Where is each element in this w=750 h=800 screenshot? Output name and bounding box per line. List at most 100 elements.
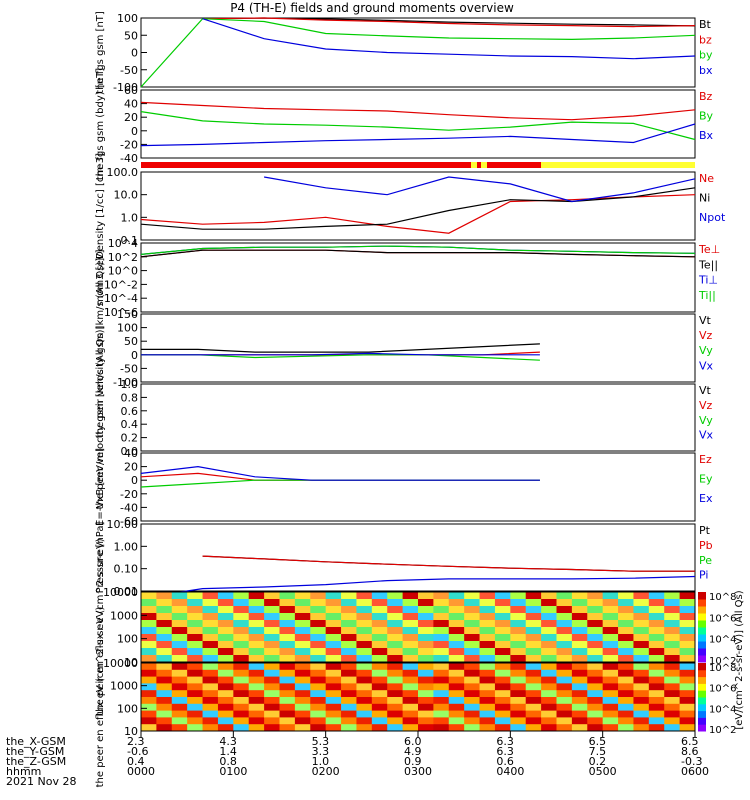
y-tick-label: 10.0: [114, 189, 139, 202]
spectrogram-cell: [464, 669, 481, 678]
spectrogram-cell: [664, 690, 681, 698]
spectrogram-cell: [494, 710, 511, 718]
spectrogram-cell: [156, 655, 173, 663]
x-tick-label: 6.3: [496, 735, 514, 748]
legend-entry: bz: [699, 33, 712, 46]
spectrogram-cell: [679, 641, 696, 649]
spectrogram-cell: [325, 592, 342, 600]
legend-entry: Pi: [699, 569, 708, 582]
spectrogram-cell: [571, 683, 588, 691]
spectrogram-cell: [264, 676, 280, 684]
spectrogram-cell: [602, 641, 619, 649]
spectrogram-cell: [341, 663, 357, 671]
spectrogram-cell: [387, 683, 404, 691]
x-tick-label: 1.4: [219, 745, 237, 758]
spectrogram-cell: [325, 648, 342, 656]
spectrogram-cell: [233, 663, 250, 671]
spectrogram-cell: [525, 683, 542, 691]
x-tick-label: 6.0: [404, 735, 422, 748]
spectrogram-cell: [448, 663, 465, 671]
spectrogram-cell: [587, 655, 604, 663]
spectrogram-cell: [156, 613, 173, 621]
spectrogram-cell: [294, 669, 311, 678]
spectrogram-cell: [279, 724, 296, 732]
spectrogram-cell: [233, 703, 250, 712]
spectrogram-cell: [264, 606, 280, 614]
spectrogram-cell: [402, 599, 419, 607]
spectrogram-cell: [217, 697, 234, 705]
spectrogram-cell: [602, 717, 619, 725]
spectrogram-cell: [217, 620, 234, 628]
spectrogram-cell: [433, 710, 450, 718]
spectrogram-cell: [648, 592, 665, 600]
y-tick-label: 0: [131, 125, 138, 138]
spectrogram-cell: [279, 641, 296, 649]
spectrogram-cell: [479, 620, 496, 628]
panel-frame-8: [140, 523, 696, 592]
colorbar-tick-label: 10^8: [709, 592, 736, 603]
series-line: [202, 555, 695, 572]
spectrogram-cell: [556, 620, 573, 628]
spectrogram-cell: [494, 606, 511, 614]
spectrogram-cell: [356, 676, 373, 684]
spectrogram-cell: [402, 620, 419, 628]
spectrogram-cell: [633, 676, 650, 684]
spectrogram-cell: [356, 627, 373, 635]
spectrogram-cell: [448, 627, 465, 635]
spectrogram-cell: [587, 697, 604, 705]
colorbar-9: 10^8 10^6 10^4 10^2: [698, 592, 736, 667]
spectrogram-cell: [202, 697, 219, 705]
spectrogram-cell: [141, 655, 157, 663]
y-tick-label: 50: [124, 29, 138, 42]
spectrogram-cell: [371, 676, 388, 684]
series-line: [140, 111, 696, 141]
spectrogram-cell: [171, 655, 188, 663]
panel-frame-2: [140, 89, 696, 159]
spectrogram-cell: [141, 648, 157, 656]
spectrogram-cell: [356, 592, 373, 600]
spectrogram-cell: [356, 669, 373, 678]
spectrogram-cell: [418, 676, 434, 684]
spectrogram-cell: [294, 634, 311, 642]
spectrogram-cell: [356, 620, 373, 628]
y-tick-label: -100: [113, 376, 138, 389]
spectrogram-cell: [171, 634, 188, 642]
spectrogram-cell: [310, 690, 327, 698]
panel-frame-3: [140, 171, 696, 241]
spectrogram-cell: [525, 703, 542, 712]
spectrogram-cell: [264, 717, 280, 725]
spectrogram-cell: [171, 663, 188, 671]
spectrogram-cell: [202, 669, 219, 678]
spectrogram-cell: [418, 724, 434, 732]
spectrogram-cell: [479, 599, 496, 607]
spectrogram-10: [141, 663, 696, 732]
y-tick-label: 100: [117, 322, 138, 335]
spectrogram-cell: [664, 599, 681, 607]
spectrogram-cell: [402, 724, 419, 732]
spectrogram-cell: [264, 690, 280, 698]
y-tick-label: -50: [120, 64, 138, 77]
spectrogram-cell: [664, 627, 681, 635]
spectrogram-cell: [664, 697, 681, 705]
spectrogram-cell: [464, 697, 481, 705]
spectrogram-cell: [325, 599, 342, 607]
spectrogram-cell: [479, 627, 496, 635]
y-tick-label: 100.0: [107, 166, 139, 179]
spectrogram-cell: [664, 717, 681, 725]
spectrogram-cell: [217, 663, 234, 671]
spectrogram-cell: [402, 690, 419, 698]
x-tick-label: 5.3: [312, 735, 330, 748]
spectrogram-cell: [479, 606, 496, 614]
spectrogram-cell: [310, 669, 327, 678]
spectrogram-cell: [464, 655, 481, 663]
spectrogram-cell: [602, 724, 619, 732]
spectrogram-cell: [679, 663, 696, 671]
spectrogram-cell: [602, 627, 619, 635]
spectrogram-cell: [217, 676, 234, 684]
spectrogram-cell: [387, 690, 404, 698]
spectrogram-cell: [156, 641, 173, 649]
spectrogram-cell: [341, 641, 357, 649]
legend-entry: Bx: [699, 129, 714, 142]
spectrogram-cell: [371, 717, 388, 725]
spectrogram-cell: [648, 710, 665, 718]
